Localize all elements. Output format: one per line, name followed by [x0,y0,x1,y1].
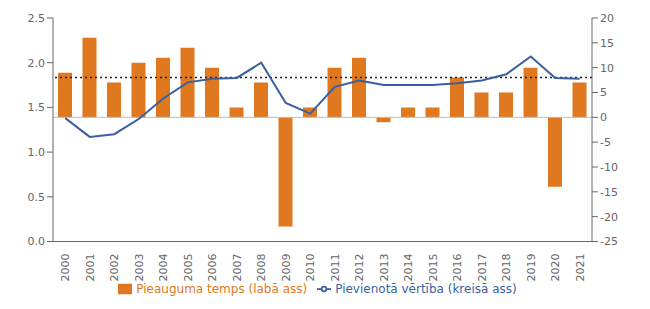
svg-text:2001: 2001 [84,254,97,282]
svg-text:5: 5 [600,86,607,99]
svg-text:2020: 2020 [549,254,562,282]
html-text:Pieauguma temps (labā ass): Pieauguma temps (labā ass) [136,281,308,296]
svg-text:-15: -15 [600,186,618,199]
svg-text:2007: 2007 [231,254,244,282]
svg-text:-20: -20 [600,211,618,224]
svg-text:2013: 2013 [378,254,391,282]
svg-text:2019: 2019 [525,254,538,282]
svg-text:2011: 2011 [329,254,342,282]
svg-text:2017: 2017 [476,254,489,282]
svg-text:10: 10 [600,62,614,75]
svg-text:2021: 2021 [574,254,587,282]
svg-text:0.5: 0.5 [28,191,46,204]
svg-text:2003: 2003 [133,254,146,282]
svg-text:2010: 2010 [304,254,317,282]
svg-text:2018: 2018 [500,254,513,282]
svg-text:2008: 2008 [255,254,268,282]
svg-text:0.0: 0.0 [28,235,46,248]
svg-text:20: 20 [600,12,614,25]
svg-text:2004: 2004 [157,254,170,282]
svg-text:-25: -25 [600,235,618,248]
svg-text:0: 0 [600,111,607,124]
svg-text:2016: 2016 [451,254,464,282]
svg-text:2015: 2015 [427,254,440,282]
svg-text:2.5: 2.5 [28,12,46,25]
svg-text:2009: 2009 [280,254,293,282]
svg-text:15: 15 [600,37,614,50]
svg-text:2002: 2002 [108,254,121,282]
svg-text:2.0: 2.0 [28,57,46,70]
svg-text:1.0: 1.0 [28,146,46,159]
svg-text:2005: 2005 [182,254,195,282]
svg-text:2014: 2014 [402,254,415,282]
svg-text:1.5: 1.5 [28,101,46,114]
html-text:Pievienotā vērtība (kreisā ass: Pievienotā vērtība (kreisā ass) [335,281,517,296]
svg-text:2000: 2000 [59,254,72,282]
svg-text:2006: 2006 [206,254,219,282]
svg-text:-5: -5 [600,136,611,149]
svg-text:2012: 2012 [353,254,366,282]
svg-text:-10: -10 [600,161,618,174]
